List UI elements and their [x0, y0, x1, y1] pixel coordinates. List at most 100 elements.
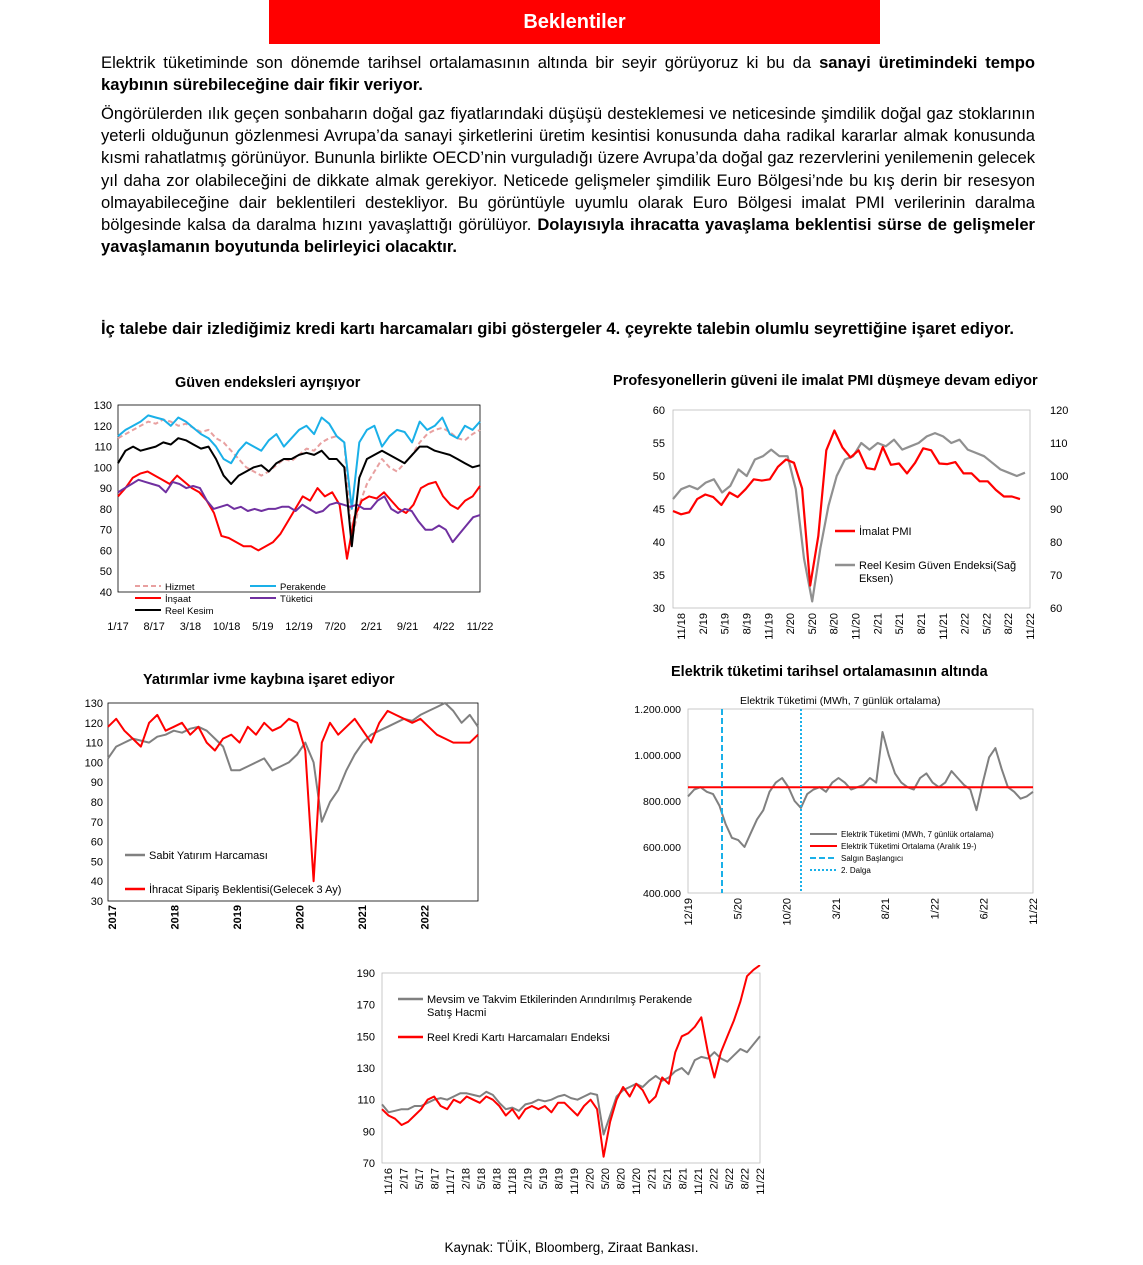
series-line-perakende: [117, 414, 481, 510]
chart-pmi: 30 35 40 45 50 55 60 60 70 80 90 100 110 120 11/18 2/19…: [653, 405, 1069, 640]
x-tick-label: 8/17: [143, 621, 164, 633]
y-tick-label: 110: [357, 1095, 375, 1107]
x-tick-label: 5/19: [252, 621, 273, 633]
y-tick-label: 130: [357, 1063, 375, 1075]
y-tick-label-left: 45: [653, 504, 665, 516]
x-tick-label: 11/22: [1028, 898, 1040, 925]
x-tick-label: 11/22: [467, 621, 494, 633]
legend-label: Hizmet: [165, 582, 195, 593]
x-tick-label: 5/20: [732, 898, 744, 919]
x-tick-label: 11/21: [938, 613, 950, 640]
x-tick-label: 2019: [232, 905, 244, 929]
x-tick-label: 12/19: [285, 621, 313, 633]
x-tick-label: 2/21: [872, 613, 884, 634]
y-tick-label: 80: [100, 504, 112, 516]
paragraph-2-bold: Dolayısıyla ihracatta yavaşlama beklenti…: [101, 215, 1035, 257]
series-line-elektrik-tuketimi: [687, 731, 1034, 848]
x-tick-label: 1/17: [107, 621, 128, 633]
chart-elektrik: Elektrik Tüketimi (MWh, 7 günlük ortalam…: [634, 695, 1040, 926]
x-tick-label: 2/19: [698, 613, 710, 634]
y-tick-label: 1.000.000: [634, 750, 681, 762]
x-tick-label: 9/21: [397, 621, 418, 633]
y-tick-label: 80: [91, 797, 103, 809]
legend-label: Reel Kesim: [165, 606, 214, 617]
legend-label: İmalat PMI: [859, 525, 912, 538]
y-tick-label: 70: [363, 1158, 375, 1170]
y-tick-label-right: 110: [1050, 438, 1068, 450]
y-tick-label: 100: [94, 462, 112, 474]
series-line-i-hracat-sipari-beklentisi-gelecek-3-ay: [107, 709, 479, 883]
y-tick-label: 150: [357, 1031, 375, 1043]
legend-label: Mevsim ve Takvim Etkilerinden Arındırılm…: [427, 994, 692, 1019]
series-line-sabit-yat-r-m-harcamas: [107, 702, 479, 823]
y-tick-label-left: 35: [653, 570, 665, 582]
y-tick-label-left: 60: [653, 405, 665, 417]
x-tick-label: 2022: [420, 905, 432, 929]
y-tick-label-right: 100: [1050, 471, 1068, 483]
paragraph-2-text: Öngörülerden ılık geçen sonbaharın doğal…: [101, 104, 1035, 235]
y-tick-label: 1.200.000: [634, 704, 681, 716]
y-tick-label-right: 90: [1050, 504, 1062, 516]
x-tick-label: 10/18: [213, 621, 241, 633]
y-tick-label: 40: [91, 876, 103, 888]
y-tick-label: 170: [357, 1000, 375, 1012]
y-tick-label-left: 50: [653, 471, 665, 483]
legend-label: Reel Kesim Güven Endeksi(Sağ Eksen): [859, 560, 1016, 585]
paragraph-1: Elektrik tüketiminde son dönemde tarihse…: [101, 52, 1035, 96]
y-tick-label: 800.000: [643, 796, 681, 808]
x-tick-label: 2/19: [523, 1168, 535, 1189]
x-tick-label: 5/22: [981, 613, 993, 634]
y-tick-label: 130: [94, 400, 112, 412]
x-tick-label: 11/19: [569, 1168, 581, 1195]
x-tick-label: 11/19: [763, 613, 775, 640]
x-tick-label: 11/18: [507, 1168, 519, 1195]
x-tick-label: 11/16: [383, 1168, 395, 1195]
x-tick-label: 10/20: [782, 898, 794, 926]
y-tick-label: 110: [85, 738, 103, 750]
legend-label: İhracat Sipariş Beklentisi(Gelecek 3 Ay): [149, 883, 341, 896]
x-tick-label: 11/22: [1025, 613, 1037, 640]
x-tick-label: 5/21: [894, 613, 906, 634]
x-tick-label: 5/19: [720, 613, 732, 634]
x-tick-label: 2018: [170, 905, 182, 929]
x-tick-label: 8/19: [741, 613, 753, 634]
x-tick-label: 5/21: [662, 1168, 674, 1189]
x-tick-label: 6/22: [979, 898, 991, 919]
y-tick-label: 90: [100, 483, 112, 495]
x-tick-label: 2/22: [960, 613, 972, 634]
x-tick-label: 5/19: [538, 1168, 550, 1189]
y-tick-label: 90: [91, 777, 103, 789]
x-tick-label: 2/20: [585, 1168, 597, 1189]
y-tick-label-right: 60: [1050, 603, 1062, 615]
plot-frame: [117, 404, 481, 593]
chart-title-elektrik: Elektrik tüketimi tarihsel ortalamasının…: [671, 664, 988, 680]
plot-frame: [381, 972, 761, 1164]
y-tick-label: 130: [85, 698, 103, 710]
y-tick-label: 600.000: [643, 842, 681, 854]
source-note: Kaynak: TÜİK, Bloomberg, Ziraat Bankası.: [444, 1240, 699, 1255]
plot-frame: [107, 702, 479, 902]
x-tick-label: 3/18: [180, 621, 201, 633]
x-tick-label: 5/22: [724, 1168, 736, 1189]
y-tick-label: 100: [85, 757, 103, 769]
x-tick-label: 1/22: [929, 898, 941, 919]
plot-frame: [672, 409, 1031, 609]
x-tick-label: 8/22: [740, 1168, 752, 1189]
chart-inner-title: Elektrik Tüketimi (MWh, 7 günlük ortalam…: [740, 695, 941, 707]
y-tick-label: 60: [100, 545, 112, 557]
series-line-t-ketici: [117, 478, 481, 544]
legend-label: Tüketici: [280, 594, 313, 605]
y-tick-label: 70: [91, 817, 103, 829]
series-line-mevsim-ve-takvim-etkilerinden-ar-nd-r-lm-perakende-sat-hacmi: [381, 1035, 761, 1136]
x-tick-label: 8/17: [430, 1168, 442, 1189]
chart-title-guven: Güven endeksleri ayrışıyor: [175, 375, 361, 391]
x-tick-label: 8/18: [492, 1168, 504, 1189]
x-tick-label: 5/18: [476, 1168, 488, 1189]
series-line-imalat-pmi: [672, 429, 1021, 587]
x-tick-label: 5/20: [807, 613, 819, 634]
x-tick-label: 2/21: [361, 621, 382, 633]
y-tick-label-right: 120: [1050, 405, 1068, 417]
x-tick-label: 4/22: [433, 621, 454, 633]
legend-label: Reel Kredi Kartı Harcamaları Endeksi: [427, 1032, 610, 1044]
y-tick-label: 40: [100, 587, 112, 599]
